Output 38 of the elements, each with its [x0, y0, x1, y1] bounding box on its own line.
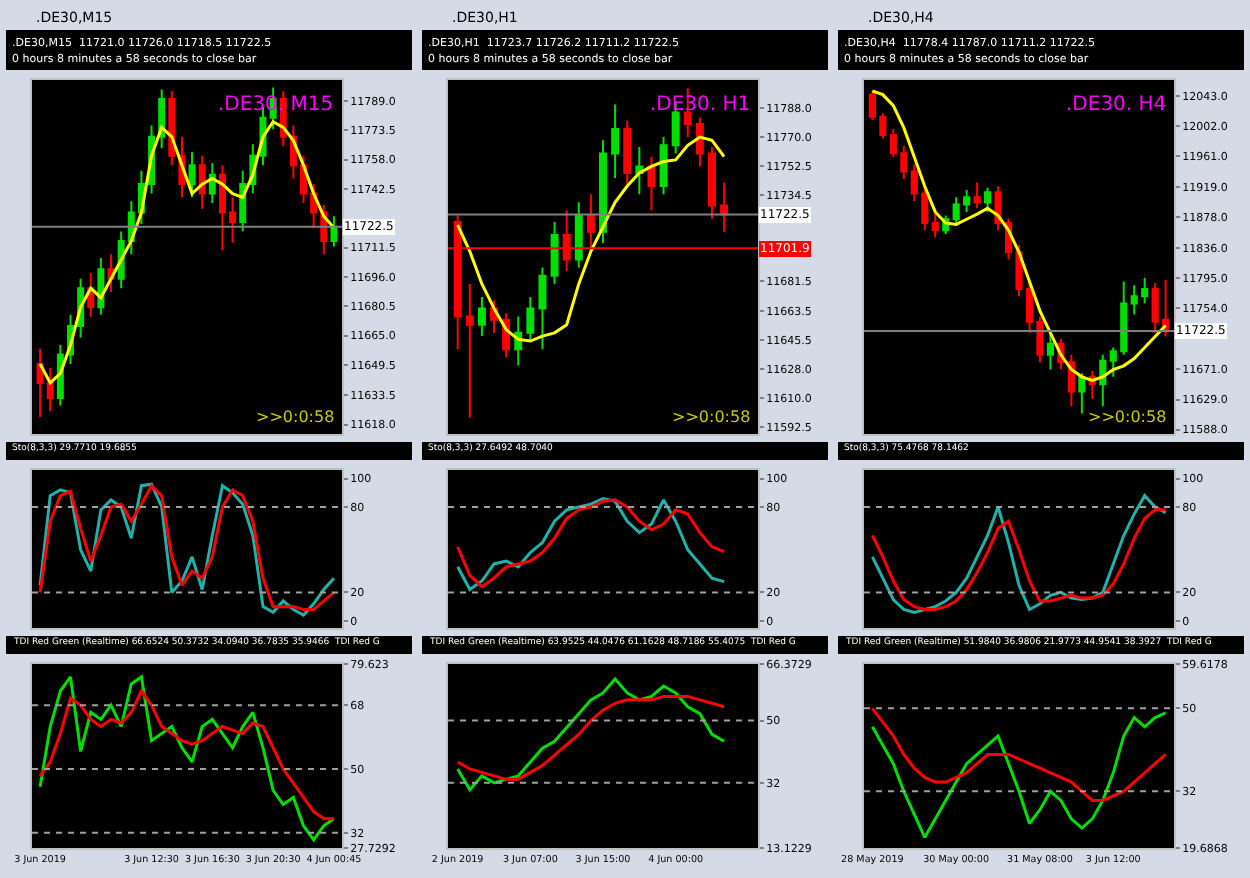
candlestick [279, 90, 287, 148]
candlestick [659, 136, 668, 196]
candlestick [330, 215, 338, 248]
candlestick [1099, 353, 1107, 408]
candlestick [720, 181, 729, 233]
candlestick [708, 145, 716, 220]
candlestick [931, 207, 939, 239]
line-series [870, 711, 1168, 839]
candlestick [477, 295, 486, 338]
line-series [38, 689, 336, 821]
line-series [38, 120, 336, 385]
candlestick [695, 116, 704, 168]
candlestick [1046, 331, 1054, 371]
candlestick [599, 139, 607, 245]
candlestick [635, 145, 644, 196]
candlestick [526, 295, 535, 343]
annotation: .DE30. H4 [1066, 94, 1167, 116]
candlestick [198, 154, 206, 210]
candlestick [168, 90, 176, 167]
candlestick [188, 150, 196, 199]
candlestick [550, 220, 559, 285]
candlestick [984, 186, 992, 213]
candlestick [973, 181, 981, 210]
candlestick [538, 266, 547, 351]
candlestick [465, 282, 474, 419]
annotation: >>0:0:58 [256, 408, 335, 426]
annotation: >>0:0:58 [672, 408, 751, 426]
candlestick [647, 155, 656, 212]
candlestick [574, 201, 583, 269]
candlestick [623, 119, 632, 188]
line-series [456, 677, 726, 792]
line-series [870, 89, 1168, 382]
candlestick [611, 103, 620, 179]
line-series [38, 675, 336, 842]
annotation: >>0:0:58 [1088, 408, 1167, 426]
line-series [870, 706, 1168, 802]
line-series [456, 694, 726, 781]
line-series [456, 135, 726, 343]
